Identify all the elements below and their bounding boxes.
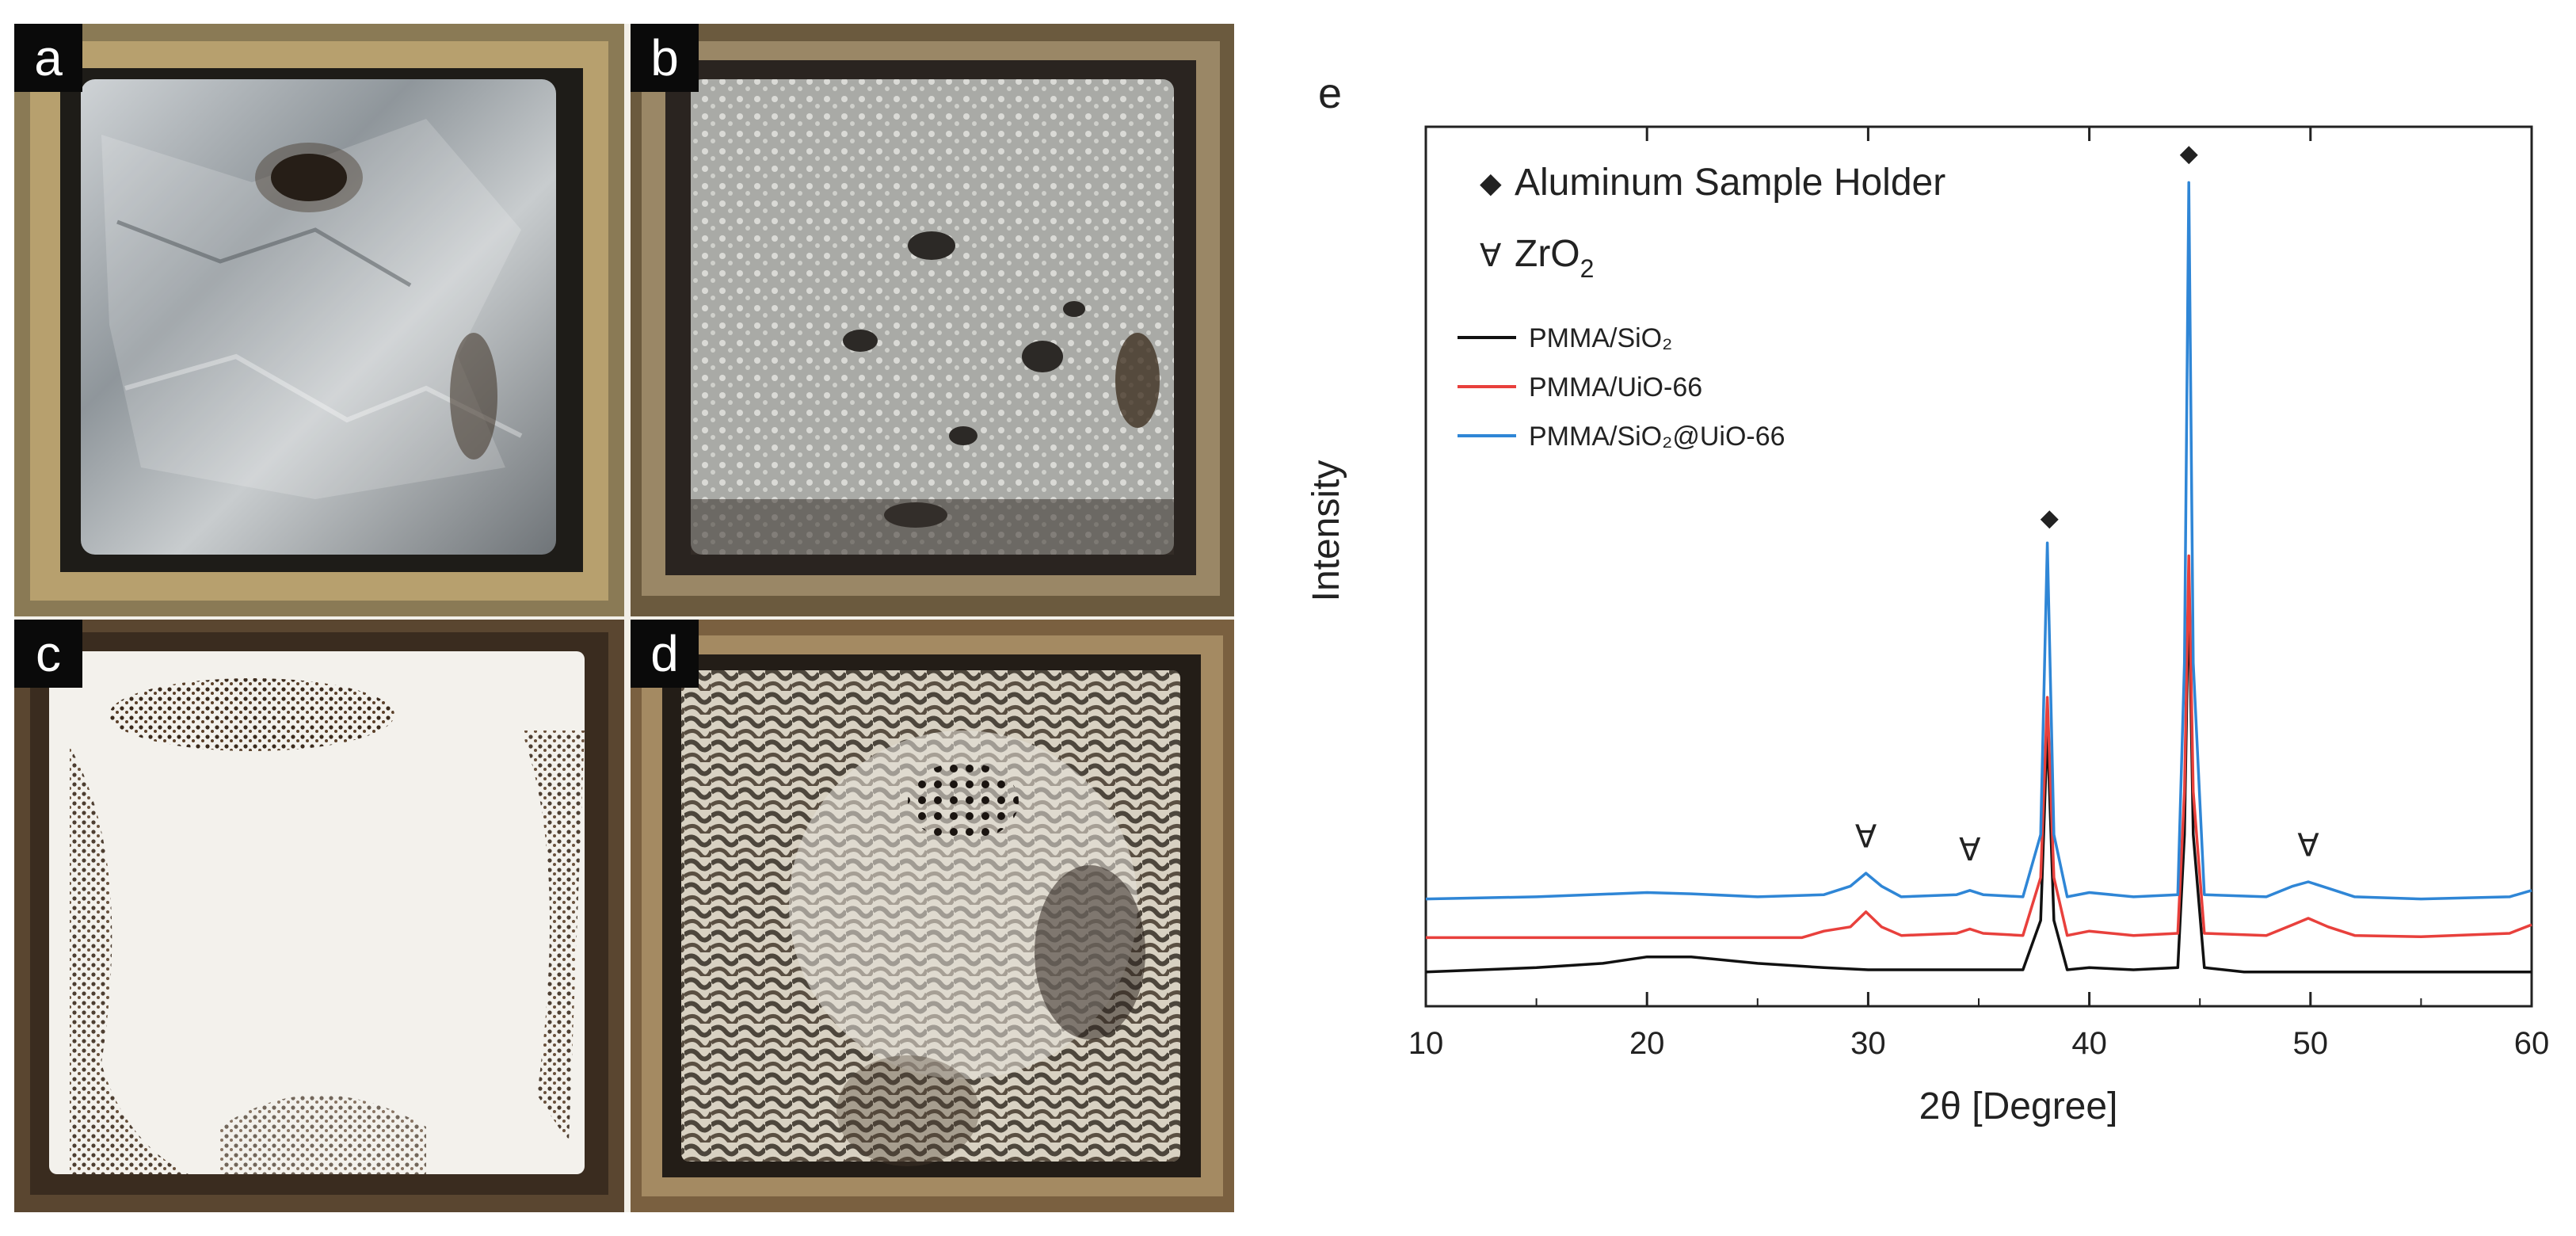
photo-panel-c: c xyxy=(14,620,624,1212)
marker-legend-symbol-aluminum: ◆ xyxy=(1480,166,1502,199)
photo-panel-a: a xyxy=(14,24,624,616)
photo-a-image xyxy=(14,24,624,616)
marker-legend-symbol-zro2: ∀ xyxy=(1480,238,1502,273)
aluminum-peak-marker: ◆ xyxy=(2041,505,2059,532)
zro2-peak-marker: ∀ xyxy=(1959,833,1981,868)
zro2-label-subscript: 2 xyxy=(1580,254,1595,283)
y-axis-title: Intensity xyxy=(1305,460,1347,602)
zro2-peak-marker: ∀ xyxy=(2297,828,2319,863)
series-line-2 xyxy=(1425,181,2532,901)
legend-label-pmma-sio2-uio66: PMMA/SiO₂@UiO-66 xyxy=(1529,422,1785,452)
photo-c-image xyxy=(14,620,624,1212)
legend-label-pmma-uio66: PMMA/UiO-66 xyxy=(1529,372,1702,402)
x-axis-title: 2θ [Degree] xyxy=(1919,1085,2118,1127)
xrd-chart: e 10 20 30 40 50 60 ◆ ◆ ∀ ∀ ∀ ◆ Aluminum Sample Ho… xyxy=(1305,70,2550,1127)
marker-legend: ◆ Aluminum Sample Holder ∀ ZrO2 xyxy=(1480,162,1945,283)
series-line-0 xyxy=(1425,584,2532,974)
legend-label-pmma-sio2: PMMA/SiO₂ xyxy=(1529,323,1672,353)
x-tick-label: 10 xyxy=(1408,1026,1444,1061)
aluminum-peak-marker: ◆ xyxy=(2180,140,2198,166)
panel-label-d: d xyxy=(631,620,699,688)
photo-d-image xyxy=(631,620,1234,1212)
sample-photo-grid: a b xyxy=(14,24,1234,1212)
x-tick-label: 40 xyxy=(2071,1026,2107,1061)
photo-panel-b: b xyxy=(631,24,1234,616)
marker-legend-label-zro2: ZrO2 xyxy=(1515,233,1594,283)
x-tick-label: 20 xyxy=(1629,1026,1665,1061)
photo-b-image xyxy=(631,24,1234,616)
marker-legend-label-aluminum: Aluminum Sample Holder xyxy=(1515,162,1945,204)
panel-label-b: b xyxy=(631,24,699,92)
panel-label-a: a xyxy=(14,24,82,92)
series-legend: PMMA/SiO₂ PMMA/UiO-66 PMMA/SiO₂@UiO-66 xyxy=(1458,323,1785,452)
zro2-peak-marker: ∀ xyxy=(1855,820,1877,855)
x-tick-label: 60 xyxy=(2514,1026,2550,1061)
chart-panel-label: e xyxy=(1318,70,1342,117)
x-tick-label: 50 xyxy=(2293,1026,2329,1061)
x-tick-label: 30 xyxy=(1850,1026,1886,1061)
panel-label-c: c xyxy=(14,620,82,688)
series-line-1 xyxy=(1426,554,2532,940)
zro2-label-main: ZrO xyxy=(1515,233,1580,275)
photo-panel-d: d xyxy=(631,620,1234,1212)
plot-area: 10 20 30 40 50 60 ◆ ◆ ∀ ∀ ∀ xyxy=(1408,125,2550,1061)
